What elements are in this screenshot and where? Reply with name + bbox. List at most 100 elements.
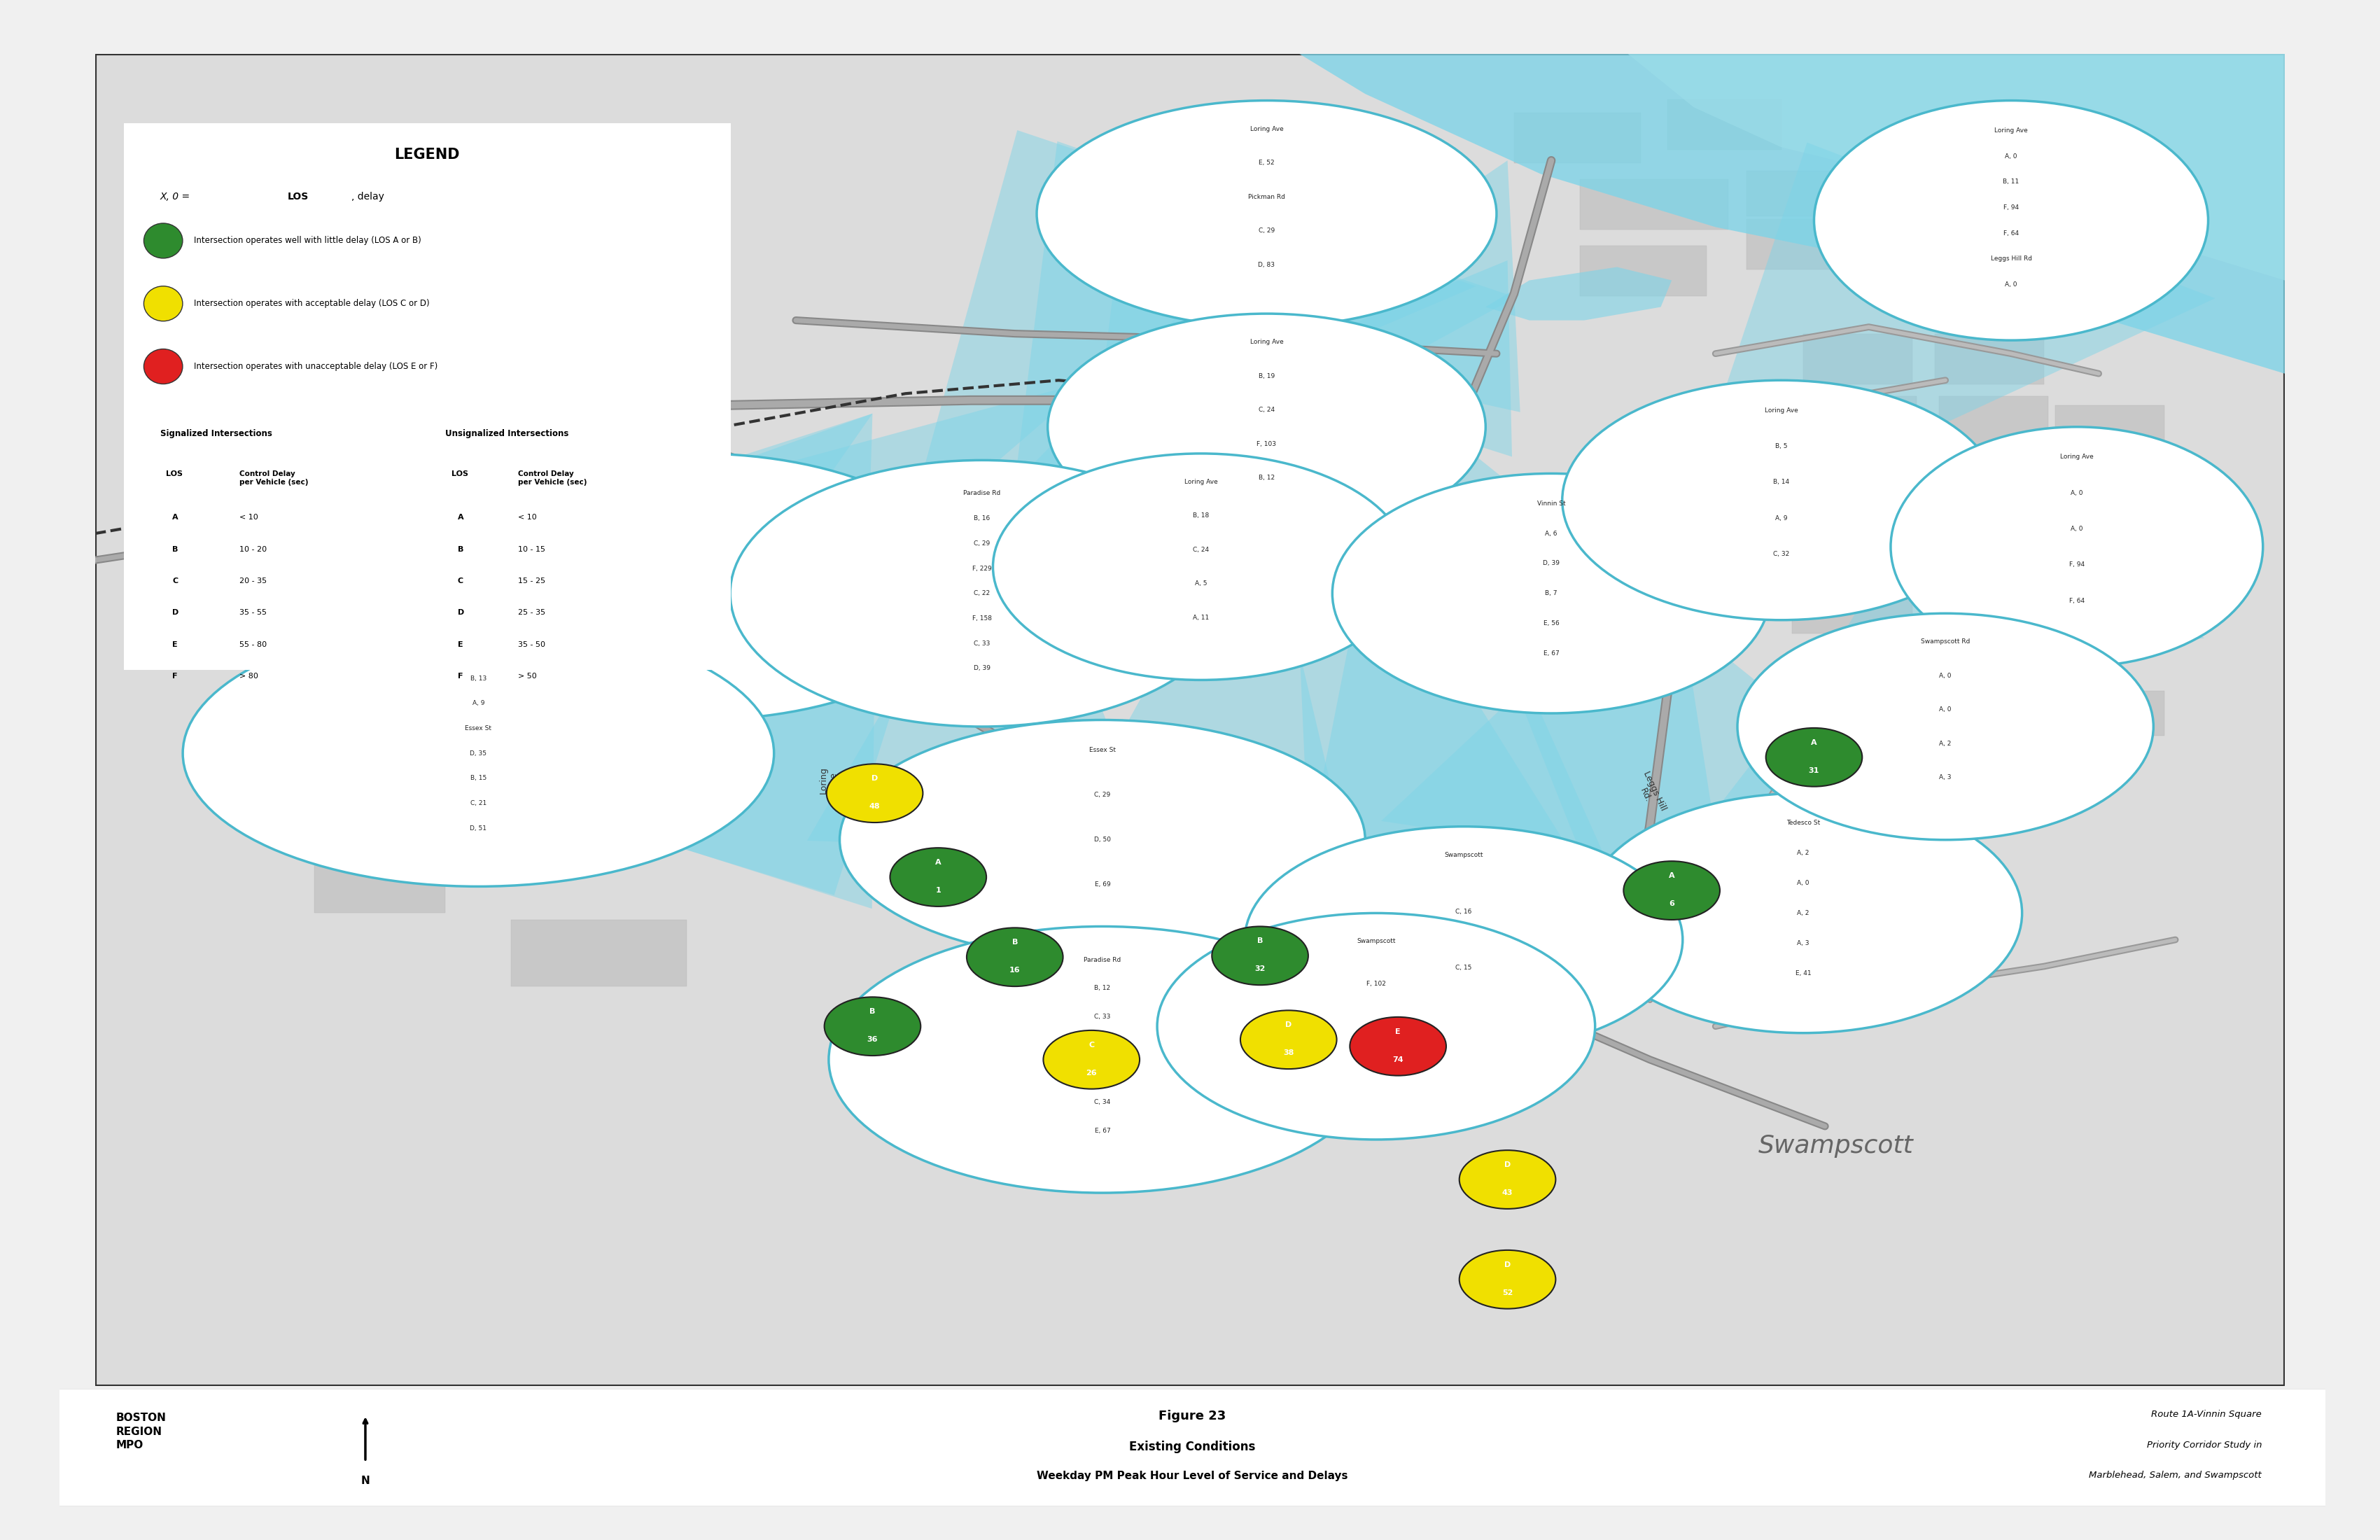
- Bar: [293, 701, 424, 753]
- Text: Weekday PM Peak Hour Level of Service and Delays: Weekday PM Peak Hour Level of Service an…: [1038, 1471, 1347, 1481]
- Polygon shape: [340, 380, 1092, 790]
- Text: D: D: [1504, 1261, 1511, 1269]
- Ellipse shape: [1561, 380, 1999, 621]
- Text: 25 - 35: 25 - 35: [519, 610, 545, 616]
- Bar: [1747, 171, 1873, 217]
- Text: Paradise Rd: Paradise Rd: [1459, 1024, 1480, 1069]
- Text: 38: 38: [1283, 1049, 1295, 1056]
- Circle shape: [1459, 1250, 1557, 1309]
- Text: B: B: [869, 1009, 876, 1015]
- Text: 1: 1: [935, 887, 940, 893]
- Text: Loring Ave: Loring Ave: [2061, 454, 2094, 460]
- Text: D: D: [871, 775, 878, 782]
- Text: Loring Ave: Loring Ave: [1250, 339, 1283, 345]
- Polygon shape: [1299, 54, 2285, 374]
- Circle shape: [1766, 728, 1861, 787]
- Bar: [1935, 334, 2044, 385]
- Text: F, 158: F, 158: [971, 614, 992, 622]
- Text: 35 - 55: 35 - 55: [238, 610, 267, 616]
- Circle shape: [143, 350, 183, 383]
- Text: 52: 52: [1502, 1289, 1514, 1297]
- Text: E, 67: E, 67: [1095, 1127, 1111, 1133]
- Bar: [1804, 334, 1914, 385]
- Bar: [1514, 112, 1642, 163]
- Text: E, 67: E, 67: [1542, 650, 1559, 656]
- Text: C, 16: C, 16: [1457, 909, 1471, 915]
- Text: Swampscott: Swampscott: [1759, 1135, 1914, 1158]
- Text: 35 - 50: 35 - 50: [519, 641, 545, 648]
- Text: B, 11: B, 11: [2004, 179, 2018, 185]
- Polygon shape: [876, 131, 1516, 647]
- Text: Signalized Intersections: Signalized Intersections: [159, 430, 271, 439]
- Circle shape: [826, 764, 923, 822]
- Text: Intersection operates with unacceptable delay (LOS E or F): Intersection operates with unacceptable …: [193, 362, 438, 371]
- Text: A, 0: A, 0: [2071, 490, 2082, 496]
- Text: Vinnin St: Vinnin St: [683, 484, 712, 490]
- Text: E: E: [171, 641, 178, 648]
- Text: C, 22: C, 22: [973, 590, 990, 596]
- Text: Loring Ave: Loring Ave: [462, 650, 495, 656]
- Text: > 80: > 80: [238, 673, 257, 679]
- Circle shape: [143, 223, 183, 259]
- Bar: [293, 779, 445, 833]
- Polygon shape: [1014, 142, 1476, 484]
- Bar: [436, 513, 588, 567]
- Bar: [1923, 690, 2033, 736]
- Text: F: F: [171, 673, 178, 679]
- Text: F: F: [457, 673, 462, 679]
- Polygon shape: [1014, 302, 1342, 551]
- Bar: [2054, 598, 2163, 642]
- Bar: [259, 513, 390, 567]
- Text: A, 0: A, 0: [1797, 879, 1809, 887]
- Text: Route 1A-Vinnin Square: Route 1A-Vinnin Square: [2152, 1411, 2261, 1420]
- Polygon shape: [1288, 400, 1614, 958]
- Circle shape: [143, 286, 183, 322]
- Text: Intersection operates well with little delay (LOS A or B): Intersection operates well with little d…: [193, 236, 421, 245]
- Text: B, 12: B, 12: [690, 604, 704, 610]
- Text: N: N: [362, 1475, 369, 1486]
- Text: Intersection operates with acceptable delay (LOS C or D): Intersection operates with acceptable de…: [193, 299, 428, 308]
- Text: B, 7: B, 7: [1545, 590, 1557, 596]
- Text: F, 94: F, 94: [2004, 205, 2018, 211]
- Text: A, 0: A, 0: [2004, 282, 2018, 288]
- Text: E: E: [457, 641, 462, 648]
- FancyBboxPatch shape: [36, 1388, 2349, 1508]
- Text: C, 32: C, 32: [1773, 551, 1790, 557]
- Circle shape: [823, 996, 921, 1055]
- Text: A, 9: A, 9: [1775, 514, 1787, 521]
- Text: B, 14: B, 14: [690, 564, 704, 570]
- Text: A, 9: A, 9: [471, 701, 486, 707]
- Ellipse shape: [1245, 827, 1683, 1053]
- Text: C, 55: C, 55: [1368, 1066, 1385, 1072]
- Ellipse shape: [828, 927, 1376, 1194]
- Text: 16: 16: [1009, 967, 1021, 973]
- Text: Existing Conditions: Existing Conditions: [1128, 1440, 1257, 1454]
- Text: Paradise Rd: Paradise Rd: [964, 490, 1000, 496]
- Text: A, 3: A, 3: [1940, 775, 1952, 781]
- Text: Priority Corridor Study in: Priority Corridor Study in: [2147, 1440, 2261, 1449]
- Bar: [1930, 521, 2052, 567]
- Text: 55 - 80: 55 - 80: [238, 641, 267, 648]
- Text: F, 102: F, 102: [1366, 981, 1385, 987]
- Text: X, 0 =: X, 0 =: [159, 191, 193, 202]
- Text: < 10: < 10: [238, 514, 257, 521]
- Text: E, 69: E, 69: [1095, 881, 1111, 889]
- Bar: [436, 621, 566, 673]
- Text: A, 0: A, 0: [2004, 152, 2018, 159]
- Text: F, 229: F, 229: [973, 565, 992, 571]
- Text: 20 - 35: 20 - 35: [238, 578, 267, 585]
- Ellipse shape: [1585, 793, 2023, 1033]
- Text: BOSTON
REGION
MPO: BOSTON REGION MPO: [117, 1412, 167, 1451]
- Text: Swampscott Mall Driveway: Swampscott Mall Driveway: [1147, 1109, 1254, 1116]
- Polygon shape: [1290, 394, 1637, 947]
- Text: B, 18: B, 18: [1192, 513, 1209, 519]
- Text: C, 15: C, 15: [1457, 966, 1471, 972]
- Text: Vinnin St: Vinnin St: [1537, 500, 1566, 507]
- Text: D: D: [1285, 1021, 1292, 1029]
- Text: Control Delay
per Vehicle (sec): Control Delay per Vehicle (sec): [238, 470, 307, 485]
- Bar: [1930, 588, 2040, 633]
- Ellipse shape: [1038, 100, 1497, 326]
- Text: 48: 48: [869, 802, 881, 810]
- Text: C, 24: C, 24: [1259, 407, 1276, 413]
- Polygon shape: [524, 647, 876, 909]
